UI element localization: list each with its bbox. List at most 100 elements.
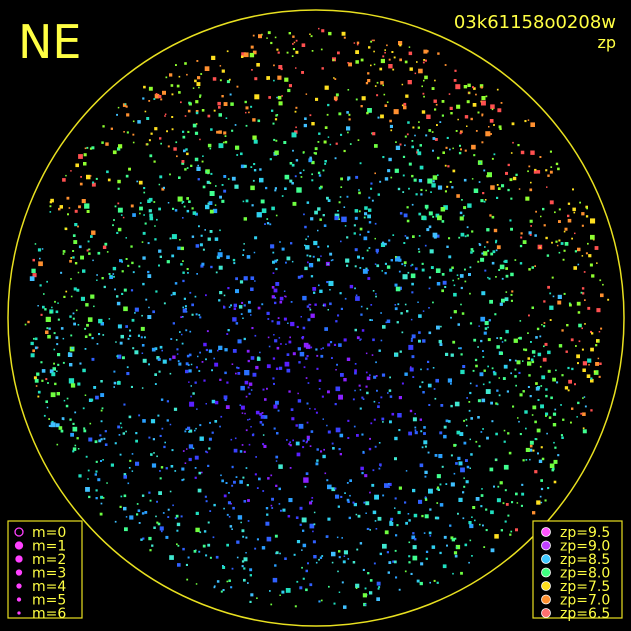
star	[417, 126, 420, 129]
star	[515, 384, 517, 387]
star	[100, 460, 102, 462]
star	[92, 259, 94, 262]
star	[442, 280, 447, 285]
star	[334, 157, 337, 160]
star	[159, 470, 161, 472]
star	[473, 338, 477, 342]
star	[213, 586, 216, 589]
star	[483, 546, 486, 548]
star	[408, 561, 411, 564]
star	[247, 359, 250, 363]
star	[95, 470, 98, 473]
star	[450, 316, 452, 319]
star	[595, 344, 598, 347]
star	[354, 389, 356, 392]
star	[412, 532, 415, 535]
star	[420, 562, 424, 566]
star	[99, 434, 102, 437]
star	[361, 471, 364, 475]
star	[289, 162, 293, 165]
star	[373, 418, 376, 421]
star	[409, 367, 414, 372]
star	[535, 382, 538, 385]
star	[478, 445, 481, 448]
star	[338, 394, 343, 400]
star	[240, 313, 243, 315]
star	[182, 130, 185, 133]
star	[388, 64, 393, 69]
star	[368, 208, 372, 212]
star	[166, 400, 169, 403]
star	[337, 314, 340, 317]
star	[165, 467, 168, 470]
star	[480, 257, 485, 262]
star	[533, 170, 537, 174]
star	[339, 433, 344, 438]
star	[436, 282, 441, 286]
star	[567, 214, 570, 218]
star	[264, 223, 266, 225]
star	[436, 325, 440, 330]
star	[468, 273, 471, 276]
star	[38, 261, 43, 267]
star	[278, 487, 281, 491]
star	[572, 207, 576, 212]
star	[258, 34, 262, 39]
star	[192, 123, 197, 128]
star	[99, 512, 103, 516]
star	[321, 67, 324, 70]
star	[272, 260, 275, 264]
star	[313, 511, 316, 514]
star	[346, 111, 349, 114]
star	[335, 369, 337, 371]
star	[72, 317, 75, 320]
star	[294, 130, 298, 134]
star	[219, 378, 222, 381]
star	[263, 444, 267, 448]
star	[123, 306, 128, 312]
star	[374, 85, 377, 87]
star	[455, 544, 461, 550]
star	[333, 343, 337, 346]
star	[433, 388, 436, 390]
star	[439, 343, 443, 346]
star	[469, 292, 471, 295]
star	[104, 242, 108, 246]
star	[228, 492, 230, 494]
star	[324, 126, 328, 129]
star	[45, 400, 48, 403]
star	[514, 359, 517, 362]
star	[186, 268, 189, 271]
star	[464, 268, 466, 271]
star	[254, 334, 257, 337]
star	[338, 591, 341, 593]
star	[376, 81, 379, 84]
star	[252, 34, 255, 37]
star	[570, 338, 574, 342]
star	[424, 204, 429, 209]
star	[491, 367, 494, 370]
star	[48, 327, 51, 330]
star	[95, 489, 98, 492]
star	[182, 316, 184, 318]
star	[422, 61, 425, 64]
star	[109, 275, 113, 279]
star	[159, 175, 163, 179]
star	[314, 303, 317, 306]
star	[582, 397, 584, 399]
star	[200, 264, 204, 268]
star	[404, 235, 407, 237]
star	[36, 372, 40, 376]
star	[250, 276, 255, 280]
star	[361, 433, 364, 436]
star	[216, 255, 220, 259]
star	[188, 457, 192, 462]
star	[412, 235, 415, 238]
star	[106, 170, 109, 174]
star	[55, 336, 59, 340]
star	[131, 453, 134, 455]
star	[530, 181, 532, 184]
star	[166, 130, 168, 133]
star	[214, 237, 219, 241]
star	[547, 174, 550, 177]
